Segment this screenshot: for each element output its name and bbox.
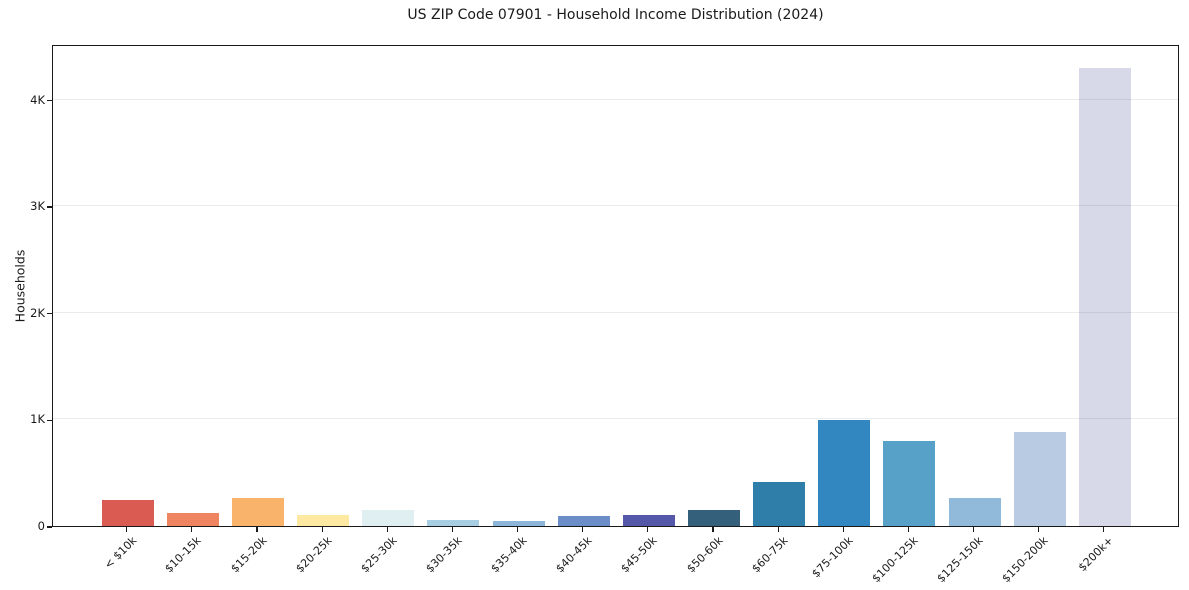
bar bbox=[948, 497, 1001, 526]
x-tick-label: $25-30k bbox=[358, 534, 400, 576]
gridline bbox=[53, 311, 1178, 313]
x-tick-mark bbox=[842, 527, 844, 532]
y-tick-label: 3K bbox=[30, 199, 45, 214]
x-tick-mark bbox=[126, 527, 128, 532]
x-tick-mark bbox=[972, 527, 975, 532]
bar bbox=[622, 514, 675, 526]
bar bbox=[557, 516, 610, 526]
x-tick-mark bbox=[256, 527, 258, 532]
y-tick-mark bbox=[47, 526, 52, 528]
bar bbox=[883, 441, 936, 526]
x-tick-mark bbox=[516, 527, 519, 532]
gridline bbox=[53, 418, 1178, 420]
bar bbox=[687, 510, 740, 526]
y-tick-mark bbox=[47, 419, 52, 421]
y-tick-mark bbox=[47, 313, 52, 315]
gridline bbox=[53, 98, 1178, 100]
x-tick-mark bbox=[1103, 527, 1105, 532]
x-tick-label: $20-25k bbox=[293, 534, 335, 576]
x-tick-label: $45-50k bbox=[618, 534, 660, 576]
x-tick-mark bbox=[451, 527, 454, 532]
x-tick-label: $15-20k bbox=[227, 534, 270, 576]
y-tick-label: 2K bbox=[30, 305, 45, 320]
x-tick-mark bbox=[647, 527, 649, 532]
bar bbox=[297, 515, 350, 526]
x-tick-mark bbox=[582, 527, 584, 532]
y-tick-mark bbox=[47, 99, 52, 102]
x-tick-label: $40-45k bbox=[553, 534, 595, 576]
bar bbox=[166, 513, 219, 526]
chart-title: US ZIP Code 07901 - Household Income Dis… bbox=[407, 7, 824, 23]
x-tick-label: $10-15k bbox=[162, 534, 204, 576]
x-tick-label: $60-75k bbox=[749, 534, 791, 576]
y-tick-mark bbox=[47, 206, 52, 208]
x-tick-label: $200k+ bbox=[1075, 534, 1116, 575]
x-tick-mark bbox=[712, 527, 714, 532]
bar bbox=[753, 481, 806, 526]
bar bbox=[231, 498, 284, 526]
bar bbox=[492, 520, 545, 526]
bar bbox=[362, 509, 415, 526]
x-tick-mark bbox=[777, 527, 779, 532]
x-tick-label: $125-150k bbox=[934, 534, 986, 586]
x-tick-label: $75-100k bbox=[809, 534, 856, 581]
y-tick-label: 1K bbox=[30, 412, 45, 427]
bar bbox=[1013, 432, 1066, 526]
bar bbox=[427, 519, 480, 526]
x-tick-mark bbox=[386, 527, 388, 532]
x-tick-label: $50-60k bbox=[683, 534, 726, 576]
y-tick-label: 0 bbox=[37, 519, 45, 533]
x-tick-label: $150-200k bbox=[999, 534, 1051, 586]
x-tick-mark bbox=[191, 527, 193, 532]
x-tick-label: < $10k bbox=[101, 534, 139, 572]
bar bbox=[101, 499, 154, 526]
bar bbox=[1078, 67, 1131, 526]
y-tick-label: 4K bbox=[30, 92, 45, 107]
bar bbox=[818, 419, 871, 526]
x-tick-label: $100-125k bbox=[869, 534, 921, 586]
plot-area bbox=[52, 45, 1179, 527]
x-tick-mark bbox=[321, 527, 323, 532]
x-tick-label: $30-35k bbox=[423, 534, 465, 576]
gridline bbox=[53, 205, 1178, 207]
x-tick-label: $35-40k bbox=[488, 534, 530, 576]
x-tick-mark bbox=[907, 527, 909, 532]
x-tick-mark bbox=[1038, 527, 1040, 532]
